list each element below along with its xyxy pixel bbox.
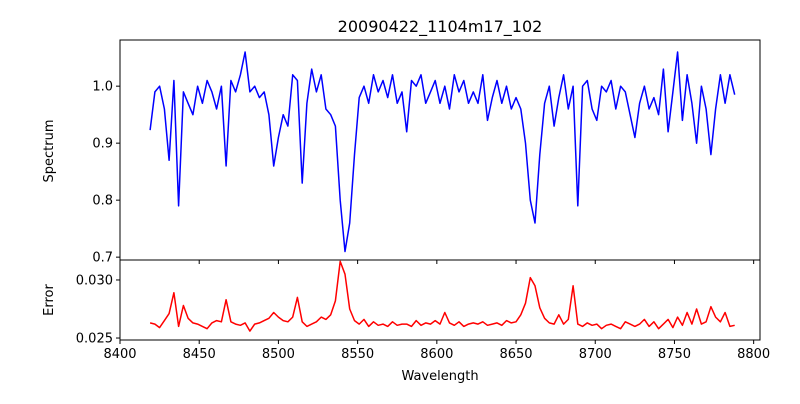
- x-tick-label: 8700: [579, 347, 612, 362]
- error-y-label: Error: [42, 284, 57, 316]
- spectrum-line: [149, 51, 736, 253]
- spectrum-panel: 0.7 0.8 0.9 1.0: [92, 39, 761, 266]
- y-tick-label: 0.025: [76, 332, 113, 347]
- error-line: [149, 260, 735, 332]
- x-tick-label: 8450: [183, 347, 216, 362]
- x-tick-label: 8750: [658, 347, 691, 362]
- x-axis-label: Wavelength: [401, 369, 478, 384]
- y-tick-label: 1.0: [92, 80, 113, 95]
- x-tick-label: 8650: [499, 347, 532, 362]
- x-tick-label: 8600: [420, 347, 453, 362]
- chart-title: 20090422_1104m17_102: [338, 17, 543, 37]
- y-tick-label: 0.9: [92, 137, 113, 152]
- y-tick-label: 0.8: [92, 194, 113, 209]
- x-tick-label: 8500: [262, 347, 295, 362]
- axes-frame: [119, 259, 761, 341]
- x-tick-label: 8800: [737, 347, 770, 362]
- y-tick-label: 0.7: [92, 251, 113, 266]
- x-tick-label: 8400: [103, 347, 136, 362]
- x-tick-label: 8550: [341, 347, 374, 362]
- spectrum-y-label: Spectrum: [42, 120, 57, 183]
- error-panel: 0.025 0.030 8400 8450 8500 8550 8600 8650 8700 87…: [76, 259, 770, 362]
- y-tick-label: 0.030: [76, 273, 113, 288]
